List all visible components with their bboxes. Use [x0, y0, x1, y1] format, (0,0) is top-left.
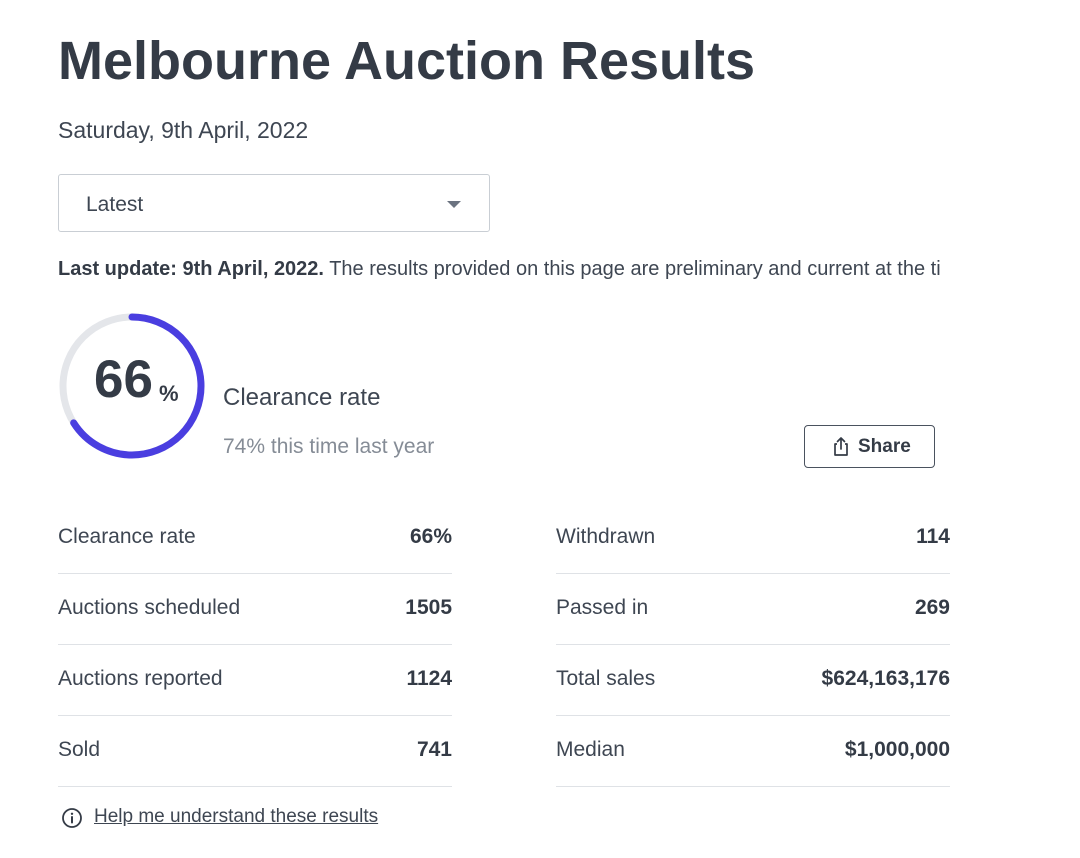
stat-value: 114 — [916, 525, 950, 548]
stat-row: Total sales $624,163,176 — [556, 645, 950, 716]
stat-row: Withdrawn 114 — [556, 503, 950, 574]
gauge-fill — [59, 313, 205, 459]
help-link[interactable]: Help me understand these results — [94, 806, 379, 827]
stats-table-left: Clearance rate 66% Auctions scheduled 15… — [58, 503, 452, 787]
stats-table-right: Withdrawn 114 Passed in 269 Total sales … — [556, 503, 950, 787]
gauge-value: 66 — [94, 350, 153, 409]
stat-row: Auctions reported 1124 — [58, 645, 452, 716]
stat-value: 1505 — [405, 596, 452, 619]
share-icon — [834, 437, 848, 456]
stat-label: Passed in — [556, 596, 649, 619]
results-period-select[interactable]: Latest — [58, 174, 490, 232]
stat-label: Median — [556, 738, 625, 761]
stat-value: 269 — [914, 596, 950, 619]
stat-label: Auctions scheduled — [58, 596, 241, 619]
stat-value: $1,000,000 — [844, 738, 950, 761]
info-icon — [62, 808, 82, 828]
stat-label: Auctions reported — [58, 667, 223, 690]
results-date: Saturday, 9th April, 2022 — [58, 117, 309, 143]
share-button[interactable]: Share — [804, 425, 935, 468]
stat-label: Withdrawn — [556, 525, 656, 548]
stat-value: $624,163,176 — [821, 667, 950, 690]
clearance-gauge — [59, 313, 205, 459]
stat-row: Clearance rate 66% — [58, 503, 452, 574]
stat-label: Clearance rate — [58, 525, 196, 548]
select-value: Latest — [86, 193, 144, 216]
share-label: Share — [858, 436, 911, 457]
stat-label: Total sales — [556, 667, 656, 690]
chevron-down-icon — [447, 201, 461, 208]
clearance-rate-label: Clearance rate — [223, 384, 381, 411]
stat-value: 741 — [416, 738, 452, 761]
update-notice: Last update: 9th April, 2022. The result… — [58, 258, 1080, 281]
gauge-unit: % — [159, 381, 179, 406]
stat-row: Median $1,000,000 — [556, 716, 950, 787]
update-notice-date: Last update: 9th April, 2022. — [58, 258, 324, 280]
page-title: Melbourne Auction Results — [58, 31, 756, 91]
update-notice-text: The results provided on this page are pr… — [324, 258, 941, 280]
last-year-comparison: 74% this time last year — [223, 435, 435, 458]
stat-value: 1124 — [406, 667, 452, 690]
stat-row: Auctions scheduled 1505 — [58, 574, 452, 645]
stat-value: 66% — [409, 525, 452, 548]
stat-row: Sold 741 — [58, 716, 452, 787]
stat-row: Passed in 269 — [556, 574, 950, 645]
stat-label: Sold — [58, 738, 101, 761]
